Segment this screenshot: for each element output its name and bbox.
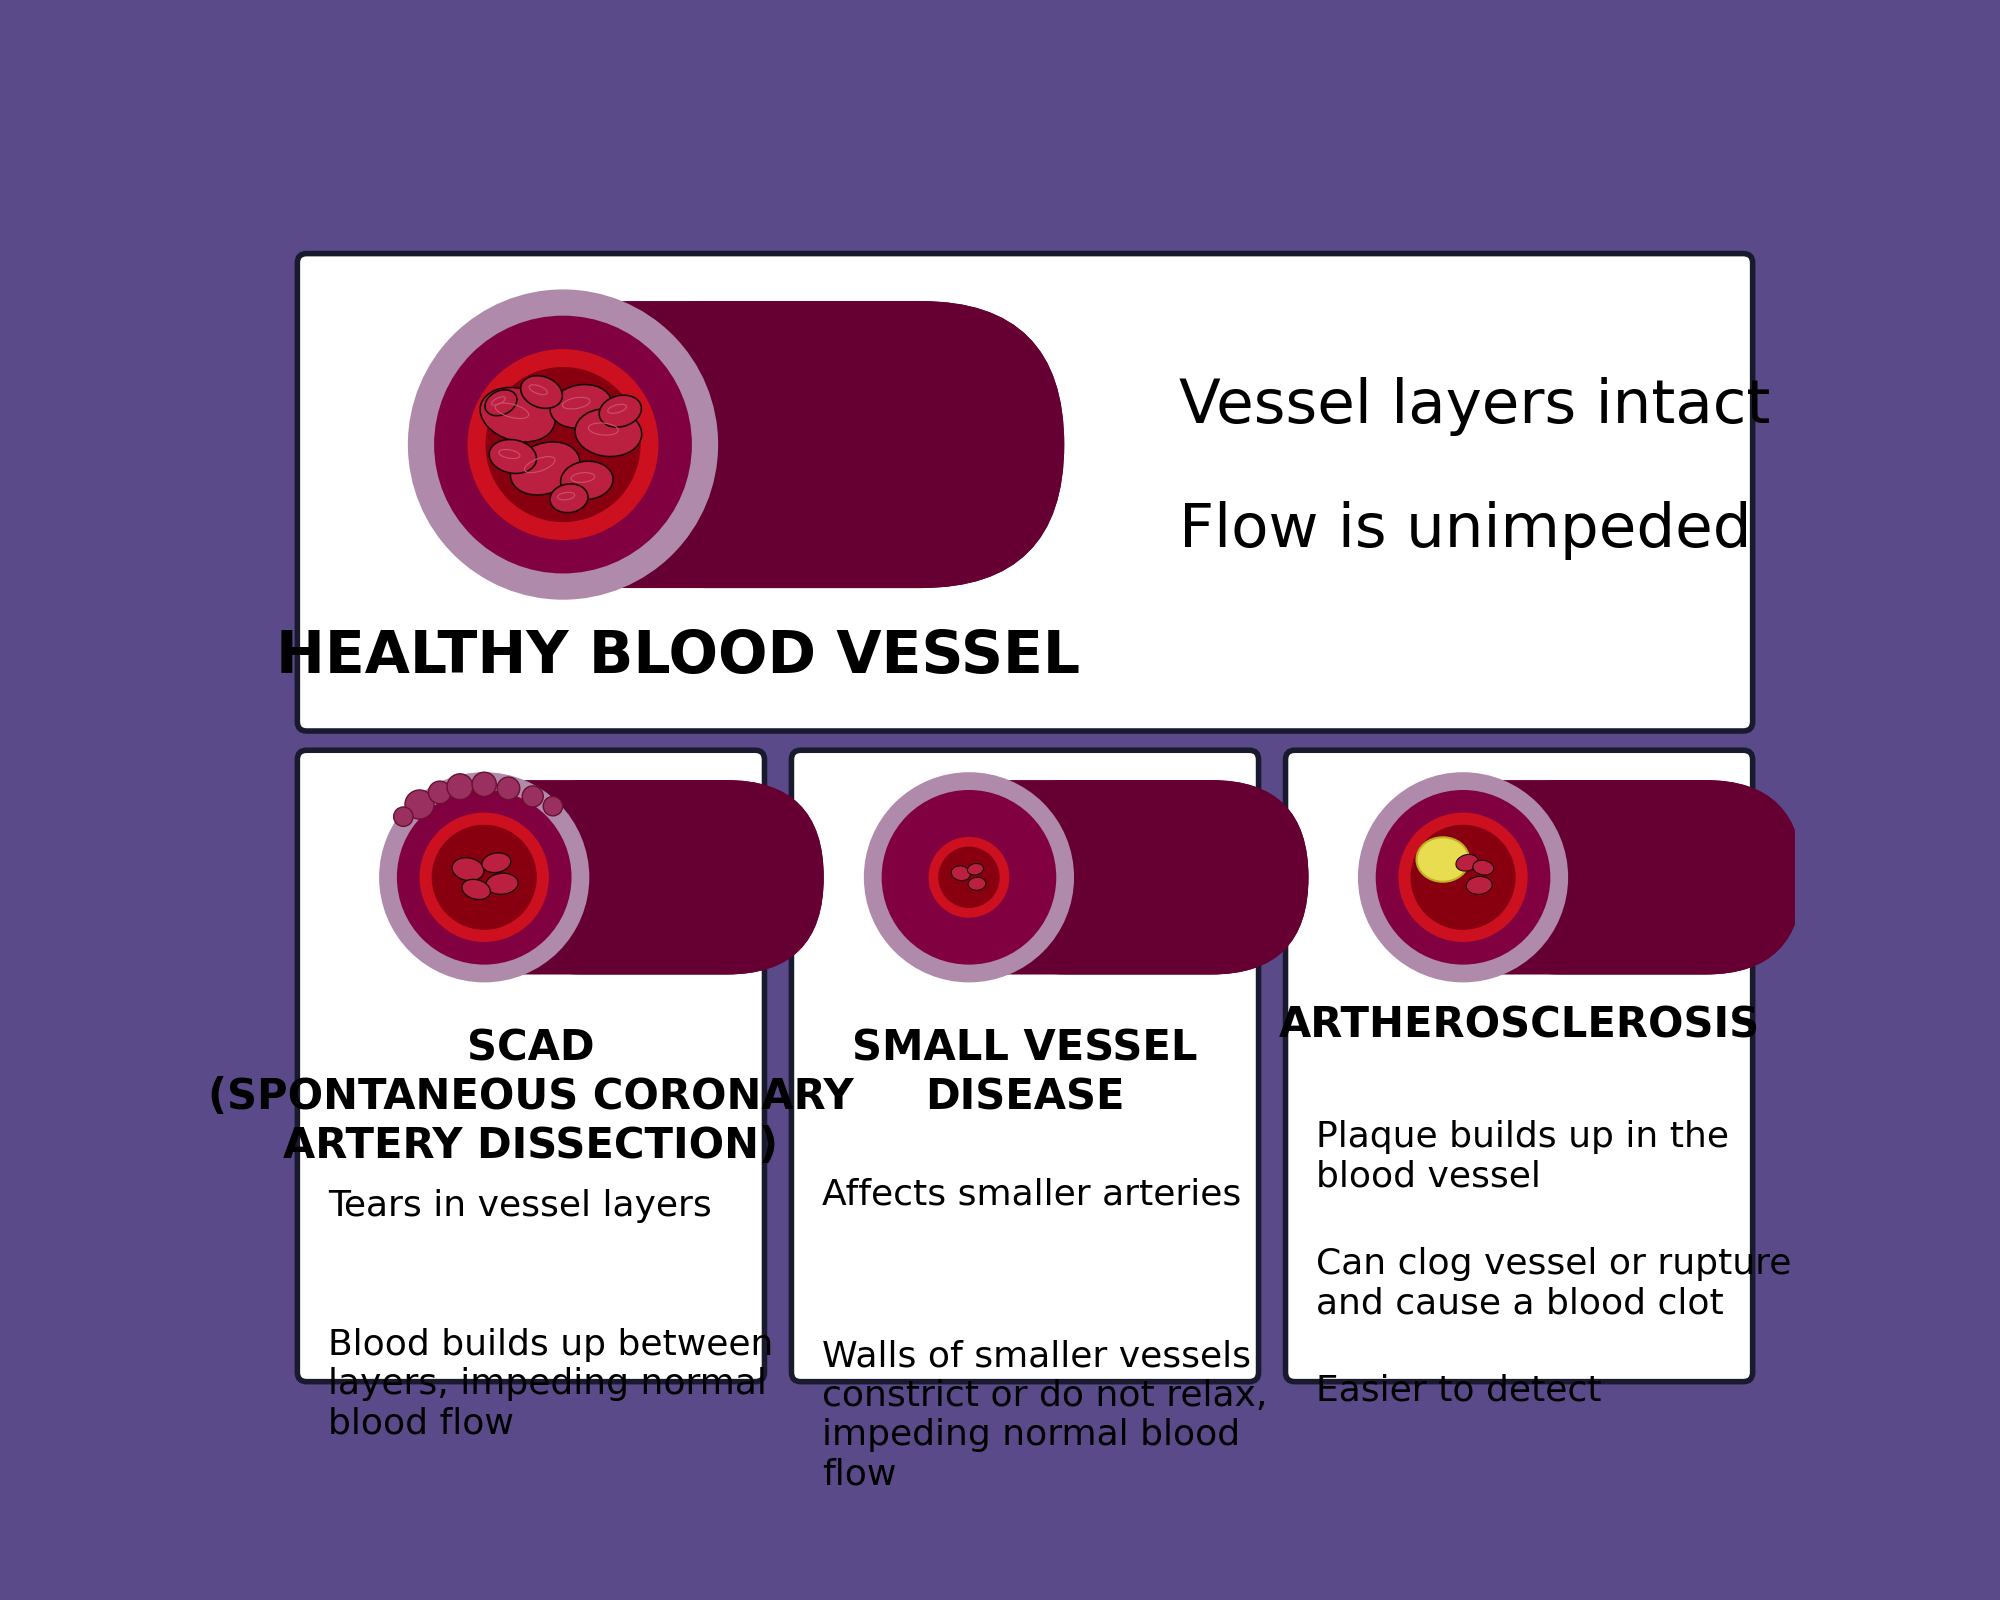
Circle shape <box>428 781 452 803</box>
Ellipse shape <box>482 853 510 872</box>
Ellipse shape <box>1456 854 1478 870</box>
Ellipse shape <box>486 874 518 894</box>
Text: Affects smaller arteries: Affects smaller arteries <box>822 1178 1242 1211</box>
Circle shape <box>420 813 548 942</box>
Circle shape <box>1410 824 1516 930</box>
Text: ARTHEROSCLEROSIS: ARTHEROSCLEROSIS <box>1278 1005 1760 1046</box>
Ellipse shape <box>952 866 970 880</box>
Text: Plaque builds up in the
blood vessel: Plaque builds up in the blood vessel <box>1316 1120 1730 1194</box>
FancyBboxPatch shape <box>968 781 1308 974</box>
Text: Flow is unimpeded: Flow is unimpeded <box>1180 501 1752 560</box>
FancyBboxPatch shape <box>916 781 1308 974</box>
Circle shape <box>938 846 1000 909</box>
Text: Blood builds up between
layers, impeding normal
blood flow: Blood builds up between layers, impeding… <box>328 1328 774 1440</box>
Circle shape <box>468 349 658 541</box>
Circle shape <box>522 786 544 806</box>
Circle shape <box>882 790 1056 965</box>
FancyBboxPatch shape <box>564 301 1064 589</box>
Ellipse shape <box>490 440 536 474</box>
FancyBboxPatch shape <box>1410 781 1802 974</box>
Circle shape <box>448 774 472 800</box>
Circle shape <box>434 315 692 573</box>
Circle shape <box>380 773 590 982</box>
Ellipse shape <box>560 461 614 499</box>
Ellipse shape <box>550 483 588 512</box>
Circle shape <box>432 824 536 930</box>
Circle shape <box>498 778 520 800</box>
Ellipse shape <box>480 387 556 442</box>
Text: Easier to detect: Easier to detect <box>1316 1374 1602 1408</box>
Circle shape <box>544 797 562 816</box>
Circle shape <box>928 837 1010 918</box>
FancyBboxPatch shape <box>484 781 824 974</box>
Ellipse shape <box>600 395 642 427</box>
FancyBboxPatch shape <box>1464 781 1802 974</box>
Text: Tears in vessel layers: Tears in vessel layers <box>328 1189 712 1222</box>
Circle shape <box>404 790 434 819</box>
Ellipse shape <box>574 408 642 456</box>
Ellipse shape <box>436 819 532 920</box>
Circle shape <box>472 773 496 797</box>
Ellipse shape <box>484 390 516 416</box>
FancyBboxPatch shape <box>432 781 824 974</box>
Circle shape <box>1398 813 1528 942</box>
FancyBboxPatch shape <box>298 253 1752 731</box>
Circle shape <box>396 790 572 965</box>
Text: Can clog vessel or rupture
and cause a blood clot: Can clog vessel or rupture and cause a b… <box>1316 1246 1792 1320</box>
Text: SMALL VESSEL
DISEASE: SMALL VESSEL DISEASE <box>852 1027 1198 1118</box>
FancyBboxPatch shape <box>486 301 1064 589</box>
Ellipse shape <box>520 376 562 408</box>
FancyBboxPatch shape <box>1286 750 1752 1382</box>
Circle shape <box>864 773 1074 982</box>
Ellipse shape <box>550 384 612 429</box>
FancyBboxPatch shape <box>298 750 764 1382</box>
Circle shape <box>394 806 414 826</box>
Circle shape <box>408 290 718 600</box>
FancyBboxPatch shape <box>792 750 1258 1382</box>
Text: Walls of smaller vessels
constrict or do not relax,
impeding normal blood
flow: Walls of smaller vessels constrict or do… <box>822 1339 1268 1491</box>
Ellipse shape <box>510 442 580 494</box>
Ellipse shape <box>1466 877 1492 894</box>
Circle shape <box>486 366 640 522</box>
Circle shape <box>1376 790 1550 965</box>
Ellipse shape <box>968 864 984 875</box>
Text: HEALTHY BLOOD VESSEL: HEALTHY BLOOD VESSEL <box>276 627 1080 685</box>
Ellipse shape <box>1472 861 1494 875</box>
Text: Vessel layers intact: Vessel layers intact <box>1180 378 1770 435</box>
Ellipse shape <box>462 880 490 899</box>
Text: SCAD
(SPONTANEOUS CORONARY
ARTERY DISSECTION): SCAD (SPONTANEOUS CORONARY ARTERY DISSEC… <box>208 1027 854 1166</box>
Circle shape <box>1358 773 1568 982</box>
Ellipse shape <box>968 877 986 890</box>
Ellipse shape <box>452 858 484 880</box>
Ellipse shape <box>1416 837 1470 882</box>
